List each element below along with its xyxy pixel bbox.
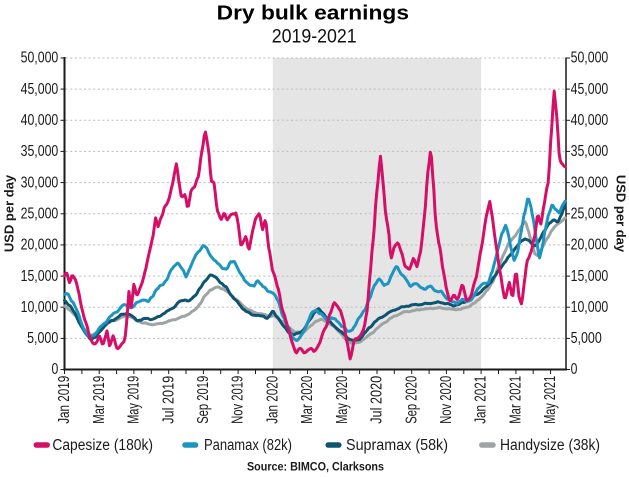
svg-text:Panamax (82k): Panamax (82k) <box>204 437 292 454</box>
svg-text:Handysize (38k): Handysize (38k) <box>500 437 600 454</box>
svg-text:May 2020: May 2020 <box>334 376 351 424</box>
svg-text:45,000: 45,000 <box>21 81 59 98</box>
svg-text:35,000: 35,000 <box>21 143 59 160</box>
svg-text:50,000: 50,000 <box>21 50 59 67</box>
svg-text:15,000: 15,000 <box>21 268 59 285</box>
svg-text:45,000: 45,000 <box>571 81 609 98</box>
svg-text:Nov 2020: Nov 2020 <box>438 376 455 424</box>
svg-text:USD per day: USD per day <box>1 174 16 252</box>
svg-text:30,000: 30,000 <box>571 174 609 191</box>
svg-text:20,000: 20,000 <box>571 237 609 254</box>
svg-text:Jan 2021: Jan 2021 <box>473 376 490 424</box>
svg-text:15,000: 15,000 <box>571 268 609 285</box>
svg-text:20,000: 20,000 <box>21 237 59 254</box>
svg-text:25,000: 25,000 <box>21 205 59 222</box>
svg-text:2019-2021: 2019-2021 <box>272 27 357 48</box>
svg-text:Jan 2020: Jan 2020 <box>264 376 281 424</box>
svg-text:40,000: 40,000 <box>571 112 609 129</box>
svg-text:Sep 2019: Sep 2019 <box>195 376 212 424</box>
svg-text:Mar 2021: Mar 2021 <box>508 376 525 424</box>
svg-text:Mar 2020: Mar 2020 <box>299 376 316 424</box>
svg-text:May 2019: May 2019 <box>126 376 143 424</box>
svg-text:Supramax (58k): Supramax (58k) <box>346 437 448 454</box>
svg-text:USD per day: USD per day <box>613 175 628 253</box>
svg-text:25,000: 25,000 <box>571 205 609 222</box>
svg-text:Jul 2019: Jul 2019 <box>160 376 177 424</box>
svg-text:Dry bulk earnings: Dry bulk earnings <box>217 2 409 25</box>
svg-text:Jul 2020: Jul 2020 <box>369 376 386 424</box>
svg-text:30,000: 30,000 <box>21 174 59 191</box>
svg-text:Nov 2019: Nov 2019 <box>230 376 247 424</box>
svg-text:May 2021: May 2021 <box>542 376 559 424</box>
svg-text:10,000: 10,000 <box>571 299 609 316</box>
svg-text:Mar 2019: Mar 2019 <box>91 376 108 424</box>
svg-text:5,000: 5,000 <box>27 330 58 347</box>
svg-text:5,000: 5,000 <box>571 330 602 347</box>
svg-text:0: 0 <box>52 361 59 378</box>
svg-text:50,000: 50,000 <box>571 50 609 67</box>
svg-text:Jan 2019: Jan 2019 <box>56 376 73 424</box>
svg-text:Source: BIMCO, Clarksons: Source: BIMCO, Clarksons <box>247 460 384 474</box>
svg-text:40,000: 40,000 <box>21 112 59 129</box>
svg-text:Capesize (180k): Capesize (180k) <box>52 437 153 454</box>
svg-text:35,000: 35,000 <box>571 143 609 160</box>
svg-text:Sep 2020: Sep 2020 <box>403 376 420 424</box>
svg-text:0: 0 <box>571 361 578 378</box>
svg-text:10,000: 10,000 <box>21 299 59 316</box>
